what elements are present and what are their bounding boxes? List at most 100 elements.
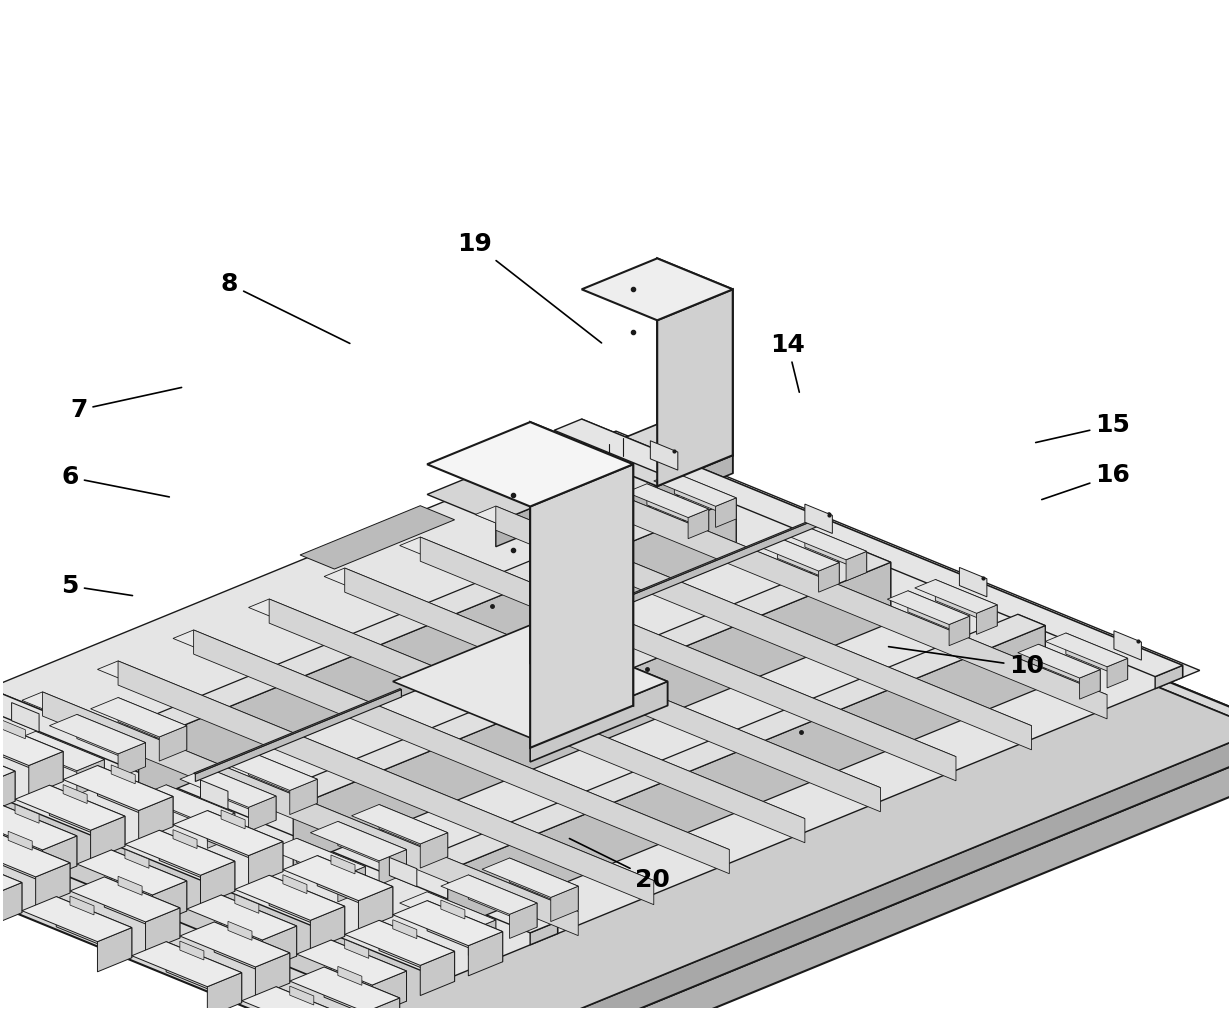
Polygon shape (804, 526, 866, 572)
Polygon shape (949, 616, 970, 646)
Polygon shape (393, 625, 668, 738)
Polygon shape (235, 876, 345, 920)
Polygon shape (379, 849, 407, 885)
Polygon shape (111, 765, 136, 784)
Polygon shape (366, 998, 399, 1011)
Polygon shape (207, 811, 283, 871)
Polygon shape (0, 851, 22, 913)
Polygon shape (345, 939, 368, 958)
Polygon shape (124, 830, 235, 876)
Polygon shape (63, 765, 172, 811)
Polygon shape (172, 811, 283, 855)
Text: 8: 8 (221, 272, 350, 344)
Polygon shape (180, 922, 290, 967)
Polygon shape (269, 876, 345, 936)
Polygon shape (428, 892, 495, 944)
Polygon shape (818, 562, 839, 592)
Polygon shape (105, 877, 180, 938)
Text: 7: 7 (70, 387, 181, 422)
Polygon shape (399, 688, 402, 697)
Polygon shape (1039, 644, 1100, 691)
Polygon shape (620, 483, 660, 519)
Polygon shape (70, 896, 94, 915)
Polygon shape (345, 568, 881, 812)
Polygon shape (301, 506, 455, 569)
Polygon shape (166, 785, 235, 837)
Polygon shape (331, 855, 355, 874)
Polygon shape (63, 785, 87, 804)
Polygon shape (132, 941, 241, 987)
Polygon shape (97, 661, 654, 889)
Polygon shape (441, 875, 537, 914)
Polygon shape (538, 514, 830, 641)
Polygon shape (647, 484, 708, 530)
Polygon shape (283, 875, 307, 894)
Polygon shape (0, 675, 558, 933)
Polygon shape (468, 875, 537, 927)
Polygon shape (124, 849, 149, 868)
Polygon shape (1156, 665, 1183, 688)
Polygon shape (0, 851, 22, 897)
Polygon shape (276, 987, 351, 1011)
Polygon shape (0, 675, 558, 933)
Polygon shape (207, 973, 241, 1011)
Polygon shape (118, 698, 187, 750)
Polygon shape (977, 605, 997, 634)
Polygon shape (1018, 644, 1100, 678)
Polygon shape (657, 425, 733, 473)
Polygon shape (530, 922, 558, 945)
Polygon shape (221, 751, 317, 791)
Polygon shape (445, 737, 1232, 1011)
Polygon shape (180, 941, 205, 960)
Polygon shape (393, 901, 503, 945)
Polygon shape (524, 444, 660, 500)
Polygon shape (139, 797, 172, 841)
Polygon shape (297, 838, 366, 891)
Polygon shape (221, 810, 245, 829)
Polygon shape (283, 855, 393, 901)
Polygon shape (582, 259, 733, 320)
Polygon shape (674, 472, 737, 519)
Polygon shape (201, 861, 235, 906)
Polygon shape (0, 883, 22, 927)
Polygon shape (756, 537, 839, 571)
Polygon shape (36, 862, 70, 907)
Polygon shape (159, 726, 187, 761)
Polygon shape (0, 832, 70, 877)
Polygon shape (0, 740, 15, 802)
Polygon shape (297, 940, 407, 985)
Polygon shape (193, 630, 729, 874)
Polygon shape (0, 721, 63, 782)
Polygon shape (76, 850, 187, 895)
Polygon shape (1108, 658, 1127, 687)
Polygon shape (708, 487, 737, 559)
Polygon shape (57, 897, 132, 957)
Polygon shape (716, 497, 737, 528)
Polygon shape (428, 422, 633, 507)
Polygon shape (172, 830, 197, 848)
Polygon shape (482, 858, 578, 898)
Polygon shape (15, 786, 124, 830)
Polygon shape (468, 920, 495, 955)
Polygon shape (255, 953, 290, 997)
Polygon shape (420, 537, 956, 780)
Polygon shape (616, 455, 1232, 767)
Text: 19: 19 (457, 233, 601, 343)
Polygon shape (172, 630, 729, 858)
Polygon shape (1045, 633, 1127, 667)
Polygon shape (118, 743, 145, 778)
Polygon shape (428, 901, 503, 961)
Polygon shape (11, 703, 39, 732)
Polygon shape (159, 830, 235, 892)
Polygon shape (249, 796, 276, 831)
Polygon shape (420, 833, 447, 868)
Polygon shape (864, 551, 891, 623)
Polygon shape (530, 625, 668, 706)
Polygon shape (0, 740, 15, 786)
Polygon shape (310, 821, 407, 860)
Polygon shape (468, 931, 503, 976)
Polygon shape (145, 908, 180, 952)
Polygon shape (0, 771, 15, 816)
Polygon shape (428, 438, 633, 523)
Polygon shape (0, 431, 1200, 980)
